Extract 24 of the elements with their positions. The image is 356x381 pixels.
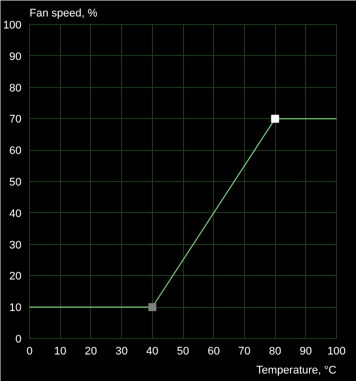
x-tick-label: 90 (300, 346, 312, 358)
x-tick-label: 80 (268, 346, 282, 358)
x-tick-label: 70 (238, 346, 251, 358)
x-tick-label: 20 (84, 346, 98, 358)
y-tick-label: 90 (9, 50, 22, 63)
x-tick-label: 0 (26, 346, 33, 358)
y-tick-label: 0 (15, 334, 22, 346)
y-tick-label: 20 (9, 270, 22, 283)
y-tick-label: 50 (9, 176, 22, 188)
y-tick-label: 70 (9, 114, 22, 126)
y-tick-label: 10 (9, 302, 22, 314)
x-tick-label: 30 (115, 346, 128, 358)
x-tick-label: 40 (146, 346, 158, 358)
x-tick-label: 50 (176, 346, 190, 358)
x-tick-label: 100 (327, 346, 346, 358)
x-tick-label: 60 (208, 346, 220, 358)
y-axis-title: Fan speed, % (30, 8, 98, 20)
y-tick-label: 80 (9, 82, 22, 94)
y-tick-label: 100 (3, 20, 22, 32)
y-tick-label: 40 (9, 208, 22, 220)
x-tick-label: 10 (54, 346, 66, 358)
x-axis-title: Temperature, °C (256, 364, 337, 376)
y-tick-label: 60 (9, 145, 22, 158)
y-tick-label: 30 (9, 239, 22, 252)
